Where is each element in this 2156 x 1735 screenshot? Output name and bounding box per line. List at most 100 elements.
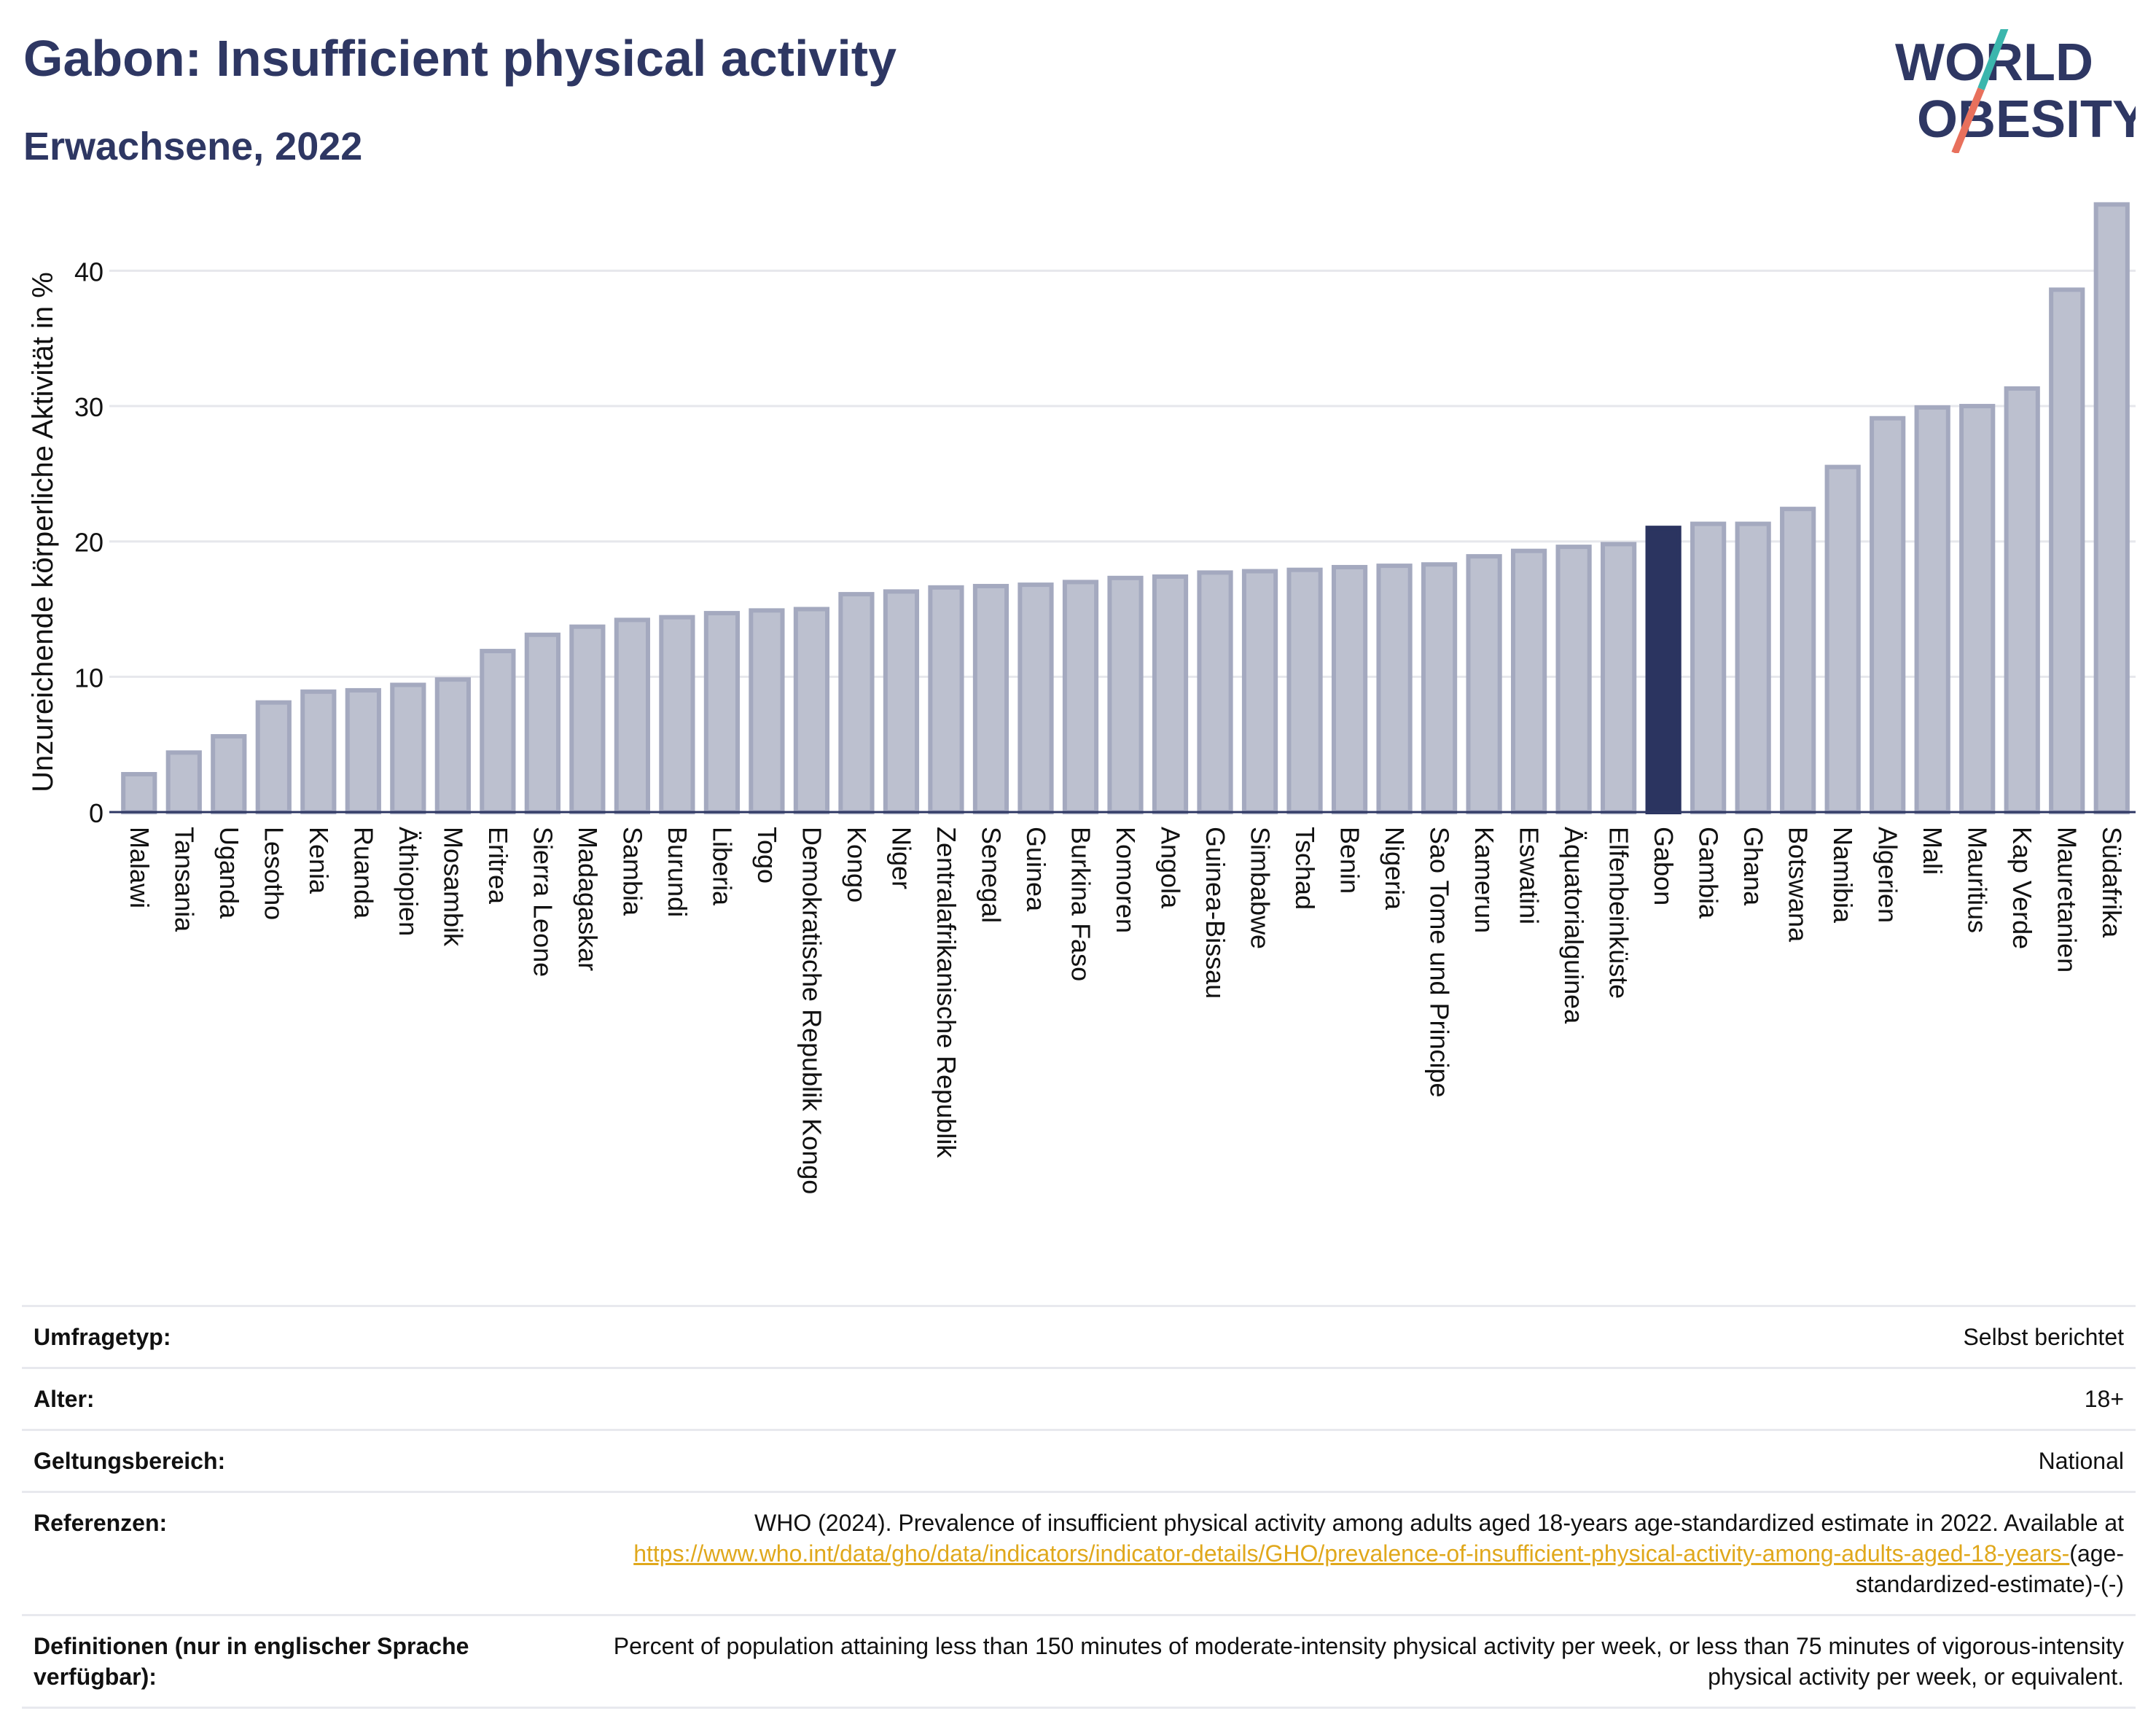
bar-burkina-faso[interactable] xyxy=(1065,582,1096,812)
x-tick-label: Burundi xyxy=(663,827,692,917)
bar-sierra-leone[interactable] xyxy=(527,635,558,812)
bar-kongo[interactable] xyxy=(840,594,872,812)
x-tick-label: Gambia xyxy=(1694,827,1724,919)
x-axis-category-labels: Malawi Tansania Uganda Lesotho Kenia Ruanda Ät… xyxy=(125,827,2127,1194)
x-tick-label: Gabon xyxy=(1649,827,1679,905)
bar-zentralafrikanische-republik[interactable] xyxy=(930,588,961,812)
bar-eritrea[interactable] xyxy=(482,651,513,812)
bar-togo[interactable] xyxy=(751,610,782,812)
x-tick-label: Mauretanien xyxy=(2053,827,2082,972)
x-tick-label: Tschad xyxy=(1290,827,1320,910)
y-tick-label: 30 xyxy=(74,392,103,422)
bar-äthiopien[interactable] xyxy=(392,685,423,812)
x-tick-label: Algerien xyxy=(1873,827,1903,923)
x-tick-label: Elfenbeinküste xyxy=(1604,827,1634,999)
bar-gambia[interactable] xyxy=(1692,524,1724,812)
x-tick-label: Nigeria xyxy=(1380,827,1410,911)
x-tick-label: Simbabwe xyxy=(1246,827,1276,949)
bar-äquatorialguinea[interactable] xyxy=(1558,547,1590,812)
bar-liberia[interactable] xyxy=(706,613,738,812)
bar-guinea-bissau[interactable] xyxy=(1199,572,1230,812)
x-tick-label: Kongo xyxy=(842,827,872,902)
x-tick-label: Liberia xyxy=(707,827,737,906)
bar-botswana[interactable] xyxy=(1782,509,1813,812)
bar-madagaskar[interactable] xyxy=(571,627,603,812)
bar-ghana[interactable] xyxy=(1738,524,1769,812)
bar-namibia[interactable] xyxy=(1827,467,1859,812)
reference-link[interactable]: https://www.who.int/data/gho/data/indica… xyxy=(633,1540,2069,1567)
bar-simbabwe[interactable] xyxy=(1244,572,1276,812)
x-tick-label: Malawi xyxy=(125,827,155,908)
bar-nigeria[interactable] xyxy=(1378,566,1410,812)
metadata-value-text: 18+ xyxy=(2085,1386,2124,1412)
bar-burundi[interactable] xyxy=(661,617,692,812)
metadata-key: Referenzen: xyxy=(22,1492,555,1615)
bar-kenia[interactable] xyxy=(302,692,334,812)
bar-mosambik[interactable] xyxy=(437,679,469,812)
bar-sao-tome-und-principe[interactable] xyxy=(1423,564,1455,812)
metadata-row: Umfragetyp: Selbst berichtet xyxy=(22,1306,2136,1368)
metadata-row: Referenzen: WHO (2024). Prevalence of ins… xyxy=(22,1492,2136,1615)
bar-kamerun[interactable] xyxy=(1468,556,1499,812)
x-tick-label: Äquatorialguinea xyxy=(1559,827,1589,1024)
bar-uganda[interactable] xyxy=(213,736,244,812)
bar-chart: 010203040 Malawi Tansania Uganda Lesotho Ken… xyxy=(0,0,2156,1283)
bar-eswatini[interactable] xyxy=(1513,551,1544,812)
y-tick-label: 10 xyxy=(74,663,103,693)
bar-tschad[interactable] xyxy=(1289,570,1320,812)
x-tick-label: Kenia xyxy=(304,827,334,894)
x-tick-label: Botswana xyxy=(1784,827,1813,943)
bar-südafrika[interactable] xyxy=(2096,204,2128,812)
x-tick-label: Sambia xyxy=(617,827,647,916)
metadata-value: WHO (2024). Prevalence of insufficient p… xyxy=(555,1492,2136,1615)
metadata-key: Definitionen (nur in englischer Sprache … xyxy=(22,1615,555,1708)
y-tick-label: 0 xyxy=(89,798,103,828)
x-tick-label: Mosambik xyxy=(438,827,468,947)
bar-gabon[interactable] xyxy=(1648,528,1679,812)
metadata-value: National xyxy=(555,1430,2136,1492)
x-tick-label: Zentralafrikanische Republik xyxy=(931,827,961,1158)
metadata-table: Umfragetyp: Selbst berichtet Alter: 18+ Gelt… xyxy=(22,1305,2136,1709)
metadata-value-text: National xyxy=(2039,1448,2124,1474)
bar-demokratische-republik-kongo[interactable] xyxy=(796,609,827,812)
bar-mauritius[interactable] xyxy=(1961,406,1993,812)
bar-sambia[interactable] xyxy=(617,620,648,812)
bar-angola[interactable] xyxy=(1155,577,1186,812)
x-tick-label: Burkina Faso xyxy=(1066,827,1095,981)
bar-kap-verde[interactable] xyxy=(2007,389,2038,812)
x-tick-label: Madagaskar xyxy=(573,827,603,971)
metadata-value: Selbst berichtet xyxy=(555,1306,2136,1368)
bar-mali[interactable] xyxy=(1917,408,1948,812)
x-tick-label: Ghana xyxy=(1738,827,1768,906)
bar-algerien[interactable] xyxy=(1872,418,1903,812)
bar-tansania[interactable] xyxy=(168,752,200,812)
metadata-value-text: Selbst berichtet xyxy=(1963,1324,2124,1350)
x-tick-label: Guinea xyxy=(1021,827,1051,912)
metadata-value: 18+ xyxy=(555,1368,2136,1430)
x-tick-label: Angola xyxy=(1156,827,1186,909)
bar-benin[interactable] xyxy=(1334,567,1365,812)
bar-senegal[interactable] xyxy=(975,586,1007,812)
y-tick-label: 40 xyxy=(74,257,103,286)
x-tick-label: Tansania xyxy=(169,827,199,932)
x-tick-label: Äthiopien xyxy=(394,827,423,936)
bar-ruanda[interactable] xyxy=(348,690,379,812)
bar-malawi[interactable] xyxy=(123,774,155,812)
metadata-key: Alter: xyxy=(22,1368,555,1430)
metadata-value: Percent of population attaining less tha… xyxy=(555,1615,2136,1708)
metadata-key: Geltungsbereich: xyxy=(22,1430,555,1492)
bar-guinea[interactable] xyxy=(1020,585,1051,812)
bars xyxy=(123,204,2128,812)
x-tick-label: Eritrea xyxy=(483,827,513,905)
y-axis-tick-labels: 0 10 20 30 40 xyxy=(74,257,103,828)
bar-elfenbeinküste[interactable] xyxy=(1603,544,1634,812)
bar-lesotho[interactable] xyxy=(258,703,289,812)
metadata-key: Umfragetyp: xyxy=(22,1306,555,1368)
x-tick-label: Togo xyxy=(752,827,782,884)
x-tick-label: Sierra Leone xyxy=(528,827,558,977)
x-tick-label: Namibia xyxy=(1828,827,1858,924)
bar-mauretanien[interactable] xyxy=(2051,289,2082,812)
bar-komoren[interactable] xyxy=(1109,578,1141,812)
bar-niger[interactable] xyxy=(886,591,917,812)
x-tick-label: Niger xyxy=(886,827,916,889)
